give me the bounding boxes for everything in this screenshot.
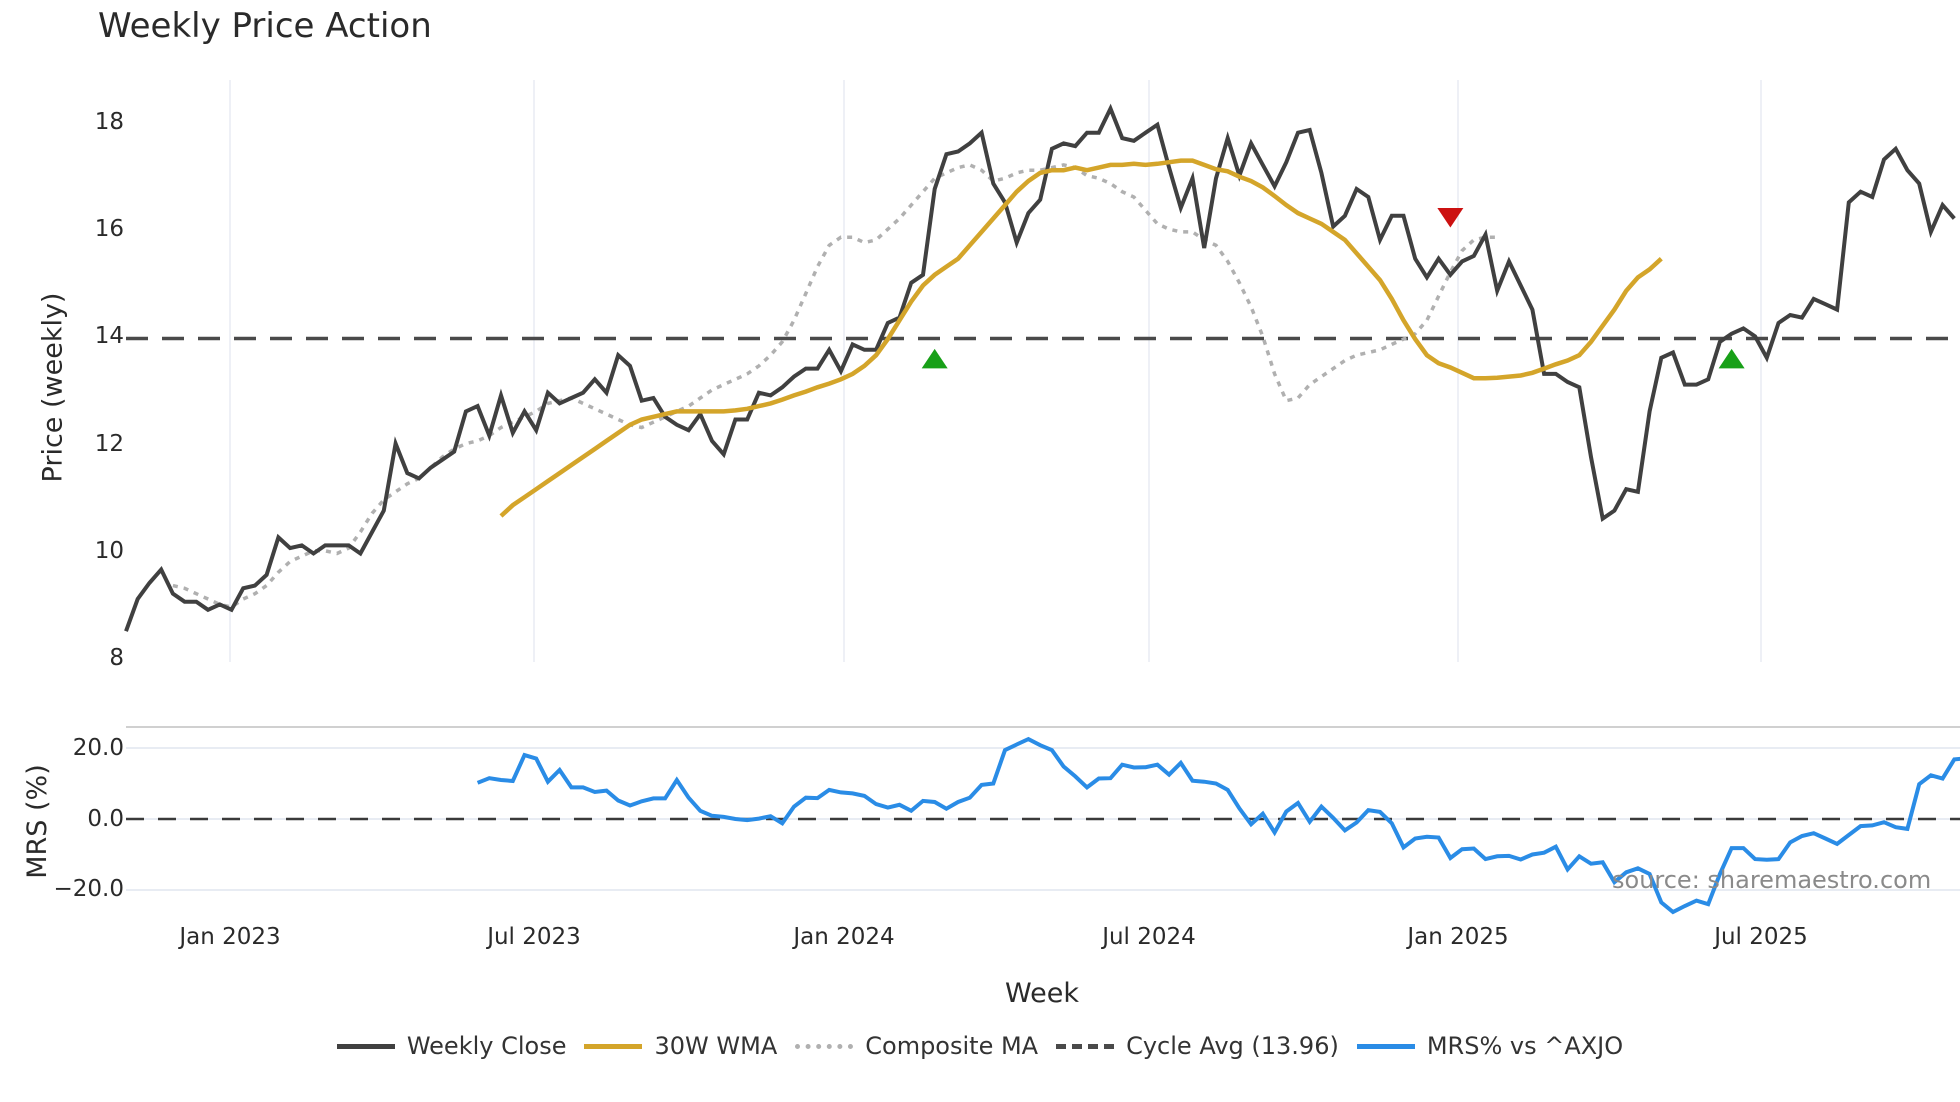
wma-line [499,158,1663,518]
x-tick: Jan 2024 [793,924,895,950]
mrs-series-group [126,736,1960,915]
x-tick: Jul 2025 [1714,924,1808,950]
price-ytick: 16 [94,216,124,242]
mrs-ytick: 0.0 [87,806,124,832]
chart-title: Weekly Price Action [98,6,432,46]
legend-item-mrs[interactable]: MRS% vs ^AXJO [1356,1032,1624,1060]
x-tick: Jul 2024 [1102,924,1196,950]
legend-label: Cycle Avg (13.96) [1126,1032,1339,1060]
composite-ma-line [172,163,1498,609]
legend-item-30w-wma[interactable]: 30W WMA [584,1032,777,1060]
mrs-swatch-icon [1356,1043,1415,1049]
price-ytick: 18 [94,109,124,135]
cycle-avg-swatch-icon [1056,1043,1115,1049]
weekly-close-swatch-icon [336,1043,395,1049]
price-series-group [124,103,1960,632]
mrs-line [476,736,1960,915]
source-watermark: source: sharemaestro.com [1612,866,1932,894]
wma-swatch-icon [584,1043,643,1049]
legend-label: 30W WMA [654,1032,778,1060]
legend-item-cycle-avg[interactable]: Cycle Avg (13.96) [1056,1032,1339,1060]
weekly-close-line [124,103,1956,632]
x-axis-label: Week [1005,978,1079,1009]
legend-label: MRS% vs ^AXJO [1426,1032,1624,1060]
price-ylabel: Price (weekly) [37,292,69,483]
legend-item-weekly-close[interactable]: Weekly Close [336,1032,567,1060]
price-ytick: 14 [94,323,124,349]
legend-label: Composite MA [865,1032,1039,1060]
x-tick: Jan 2023 [179,924,281,950]
legend-item-composite-ma[interactable]: Composite MA [795,1032,1038,1060]
price-gridlines [229,80,1762,662]
mrs-ytick: 20.0 [72,735,124,761]
x-tick: Jul 2023 [487,924,581,950]
mrs-ylabel: MRS (%) [21,764,53,879]
buy-signal-triangle-up-icon [921,348,948,369]
composite-ma-swatch-icon [795,1043,854,1049]
legend-label: Weekly Close [406,1032,567,1060]
price-ytick: 12 [94,431,124,457]
sell-signal-triangle-down-icon [1437,208,1464,228]
price-ytick: 10 [94,538,124,564]
signal-markers [921,208,1745,369]
x-tick: Jan 2025 [1407,924,1509,950]
buy-signal-triangle-up-icon [1718,348,1745,369]
legend: Weekly Close 30W WMA Composite MA Cycle … [0,1032,1960,1060]
mrs-ytick: −20.0 [53,876,124,902]
price-ytick: 8 [109,645,124,671]
